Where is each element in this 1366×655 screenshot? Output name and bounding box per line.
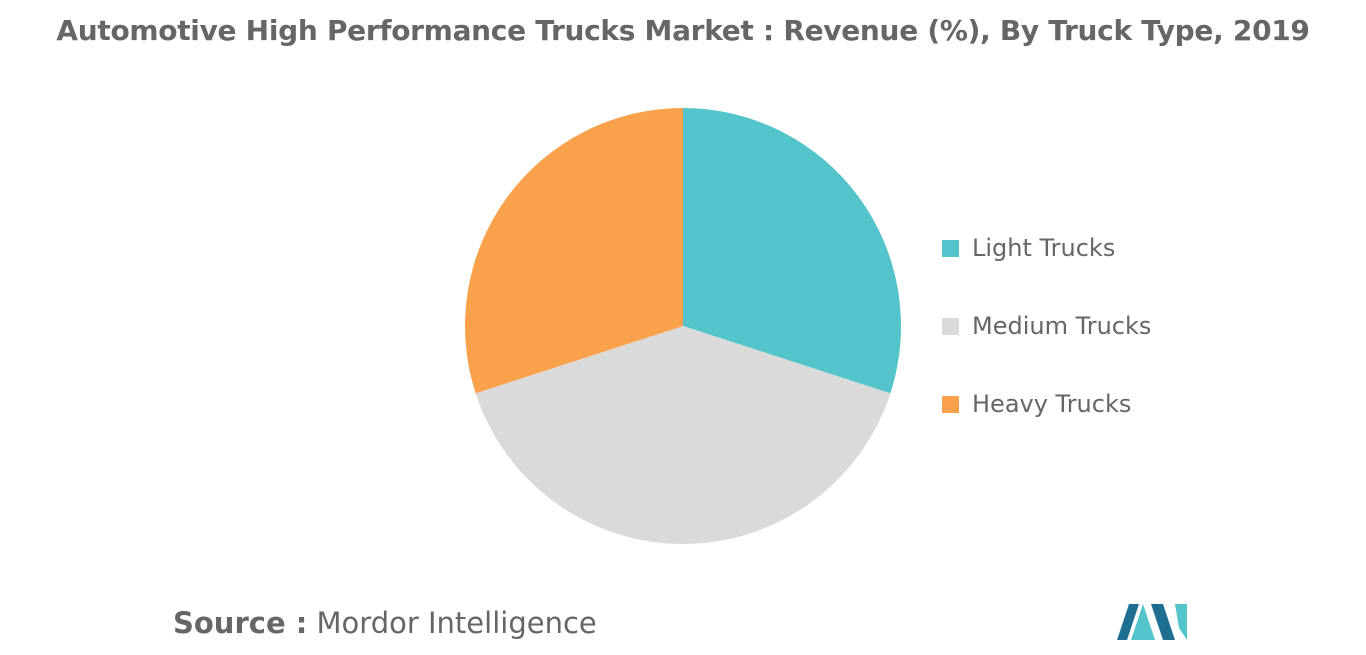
legend-swatch-light-trucks	[942, 239, 959, 257]
source-note: Source : Mordor Intelligence	[173, 606, 597, 640]
pie-slice-heavy-trucks	[465, 108, 683, 394]
legend-label-medium-trucks: Medium Trucks	[972, 312, 1152, 340]
legend-swatch-medium-trucks	[942, 317, 959, 335]
legend-label-light-trucks: Light Trucks	[972, 234, 1116, 262]
mordor-intelligence-logo-icon	[1117, 604, 1187, 640]
source-key: Source :	[173, 606, 308, 640]
logo-shape-2	[1131, 604, 1155, 640]
legend-item-medium-trucks: Medium Trucks	[942, 308, 1151, 344]
logo-shape-1	[1117, 604, 1139, 640]
logo-shape-4	[1175, 604, 1187, 640]
pie-slices	[465, 108, 902, 544]
legend-swatch-heavy-trucks	[942, 395, 959, 413]
logo-shape-3	[1151, 604, 1175, 640]
chart-legend: Light Trucks Medium Trucks Heavy Trucks	[942, 230, 1151, 464]
legend-item-light-trucks: Light Trucks	[942, 230, 1151, 266]
pie-slice-medium-trucks	[475, 326, 891, 544]
legend-item-heavy-trucks: Heavy Trucks	[942, 386, 1151, 422]
legend-label-heavy-trucks: Heavy Trucks	[972, 390, 1132, 418]
source-value: Mordor Intelligence	[316, 606, 597, 640]
chart-title: Automotive High Performance Trucks Marke…	[56, 14, 1310, 47]
pie-slice-light-trucks	[683, 108, 902, 394]
